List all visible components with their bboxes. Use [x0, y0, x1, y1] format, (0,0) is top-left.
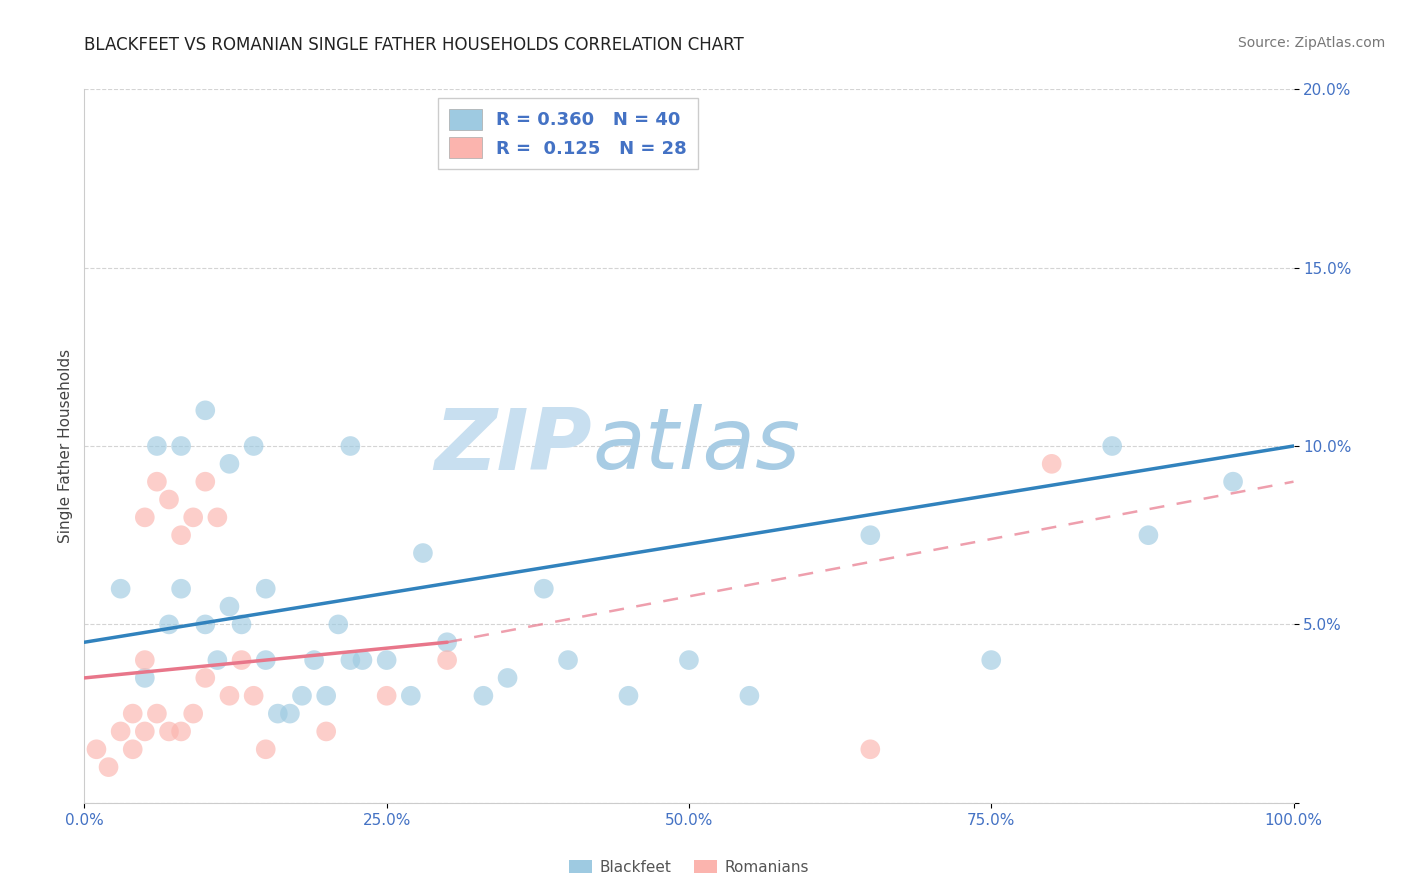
Point	[328, 617, 350, 632]
Point	[617, 689, 640, 703]
Point	[267, 706, 290, 721]
Y-axis label: Single Father Households: Single Father Households	[58, 349, 73, 543]
Point	[533, 582, 555, 596]
Point	[399, 689, 422, 703]
Point	[157, 492, 180, 507]
Point	[218, 599, 240, 614]
Point	[339, 439, 361, 453]
Legend: Blackfeet, Romanians: Blackfeet, Romanians	[562, 854, 815, 880]
Point	[980, 653, 1002, 667]
Point	[242, 689, 264, 703]
Point	[146, 706, 169, 721]
Point	[472, 689, 495, 703]
Point	[86, 742, 108, 756]
Point	[170, 582, 193, 596]
Point	[146, 439, 169, 453]
Point	[315, 724, 337, 739]
Point	[194, 671, 217, 685]
Point	[291, 689, 314, 703]
Point	[181, 510, 204, 524]
Point	[207, 510, 229, 524]
Point	[134, 671, 156, 685]
Point	[436, 653, 458, 667]
Point	[170, 724, 193, 739]
Point	[157, 617, 180, 632]
Point	[1137, 528, 1160, 542]
Point	[218, 457, 240, 471]
Point	[146, 475, 169, 489]
Point	[339, 653, 361, 667]
Point	[157, 724, 180, 739]
Text: atlas: atlas	[592, 404, 800, 488]
Point	[181, 706, 204, 721]
Point	[194, 617, 217, 632]
Point	[134, 510, 156, 524]
Point	[121, 742, 143, 756]
Point	[859, 742, 882, 756]
Point	[1101, 439, 1123, 453]
Point	[254, 742, 277, 756]
Point	[278, 706, 301, 721]
Point	[1222, 475, 1244, 489]
Point	[412, 546, 434, 560]
Point	[352, 653, 374, 667]
Point	[557, 653, 579, 667]
Point	[218, 689, 240, 703]
Point	[170, 528, 193, 542]
Point	[231, 653, 253, 667]
Point	[302, 653, 325, 667]
Text: ZIP: ZIP	[434, 404, 592, 488]
Point	[738, 689, 761, 703]
Point	[110, 724, 132, 739]
Point	[110, 582, 132, 596]
Point	[97, 760, 120, 774]
Point	[1040, 457, 1063, 471]
Point	[242, 439, 264, 453]
Text: Source: ZipAtlas.com: Source: ZipAtlas.com	[1237, 36, 1385, 50]
Point	[254, 582, 277, 596]
Point	[254, 653, 277, 667]
Point	[194, 475, 217, 489]
Point	[375, 689, 398, 703]
Point	[375, 653, 398, 667]
Point	[496, 671, 519, 685]
Point	[859, 528, 882, 542]
Point	[678, 653, 700, 667]
Point	[134, 724, 156, 739]
Point	[170, 439, 193, 453]
Point	[194, 403, 217, 417]
Point	[231, 617, 253, 632]
Point	[207, 653, 229, 667]
Point	[121, 706, 143, 721]
Point	[315, 689, 337, 703]
Text: BLACKFEET VS ROMANIAN SINGLE FATHER HOUSEHOLDS CORRELATION CHART: BLACKFEET VS ROMANIAN SINGLE FATHER HOUS…	[84, 36, 744, 54]
Point	[436, 635, 458, 649]
Point	[134, 653, 156, 667]
